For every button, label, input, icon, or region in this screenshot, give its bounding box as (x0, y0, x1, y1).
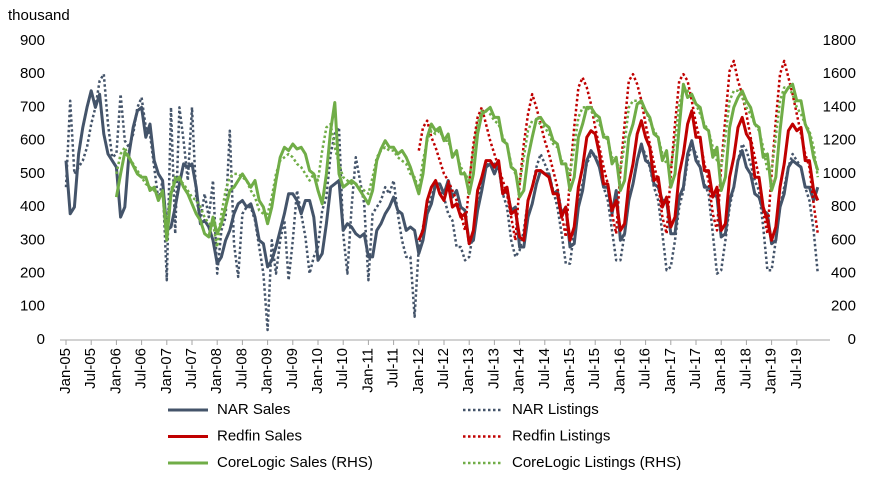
x-tick-label: Jan-19 (763, 348, 780, 394)
x-tick-label: Jul-17 (687, 348, 704, 389)
y2-tick-label: 200 (831, 298, 856, 315)
y2-tick-label: 1200 (823, 132, 856, 149)
y-tick-label: 500 (20, 165, 45, 182)
series-line (114, 82, 820, 242)
x-tick-label: Jul-08 (233, 348, 250, 389)
y2-tick-label: 1800 (823, 32, 856, 49)
series-line (64, 72, 820, 332)
x-tick-label: Jul-16 (637, 348, 654, 389)
x-tick-label: Jan-16 (611, 348, 628, 394)
y-unit-label: thousand (8, 7, 70, 24)
x-tick-label: Jan-05 (57, 348, 74, 394)
x-tick-label: Jan-12 (410, 348, 427, 394)
series-line (115, 86, 820, 249)
x-tick-label: Jul-05 (82, 348, 99, 389)
legend-label: Redfin Sales (217, 427, 302, 444)
y2-tick-label: 0 (848, 331, 856, 348)
y-tick-label: 800 (20, 65, 45, 82)
x-tick-label: Jan-10 (309, 348, 326, 394)
legend-label: Redfin Listings (512, 427, 610, 444)
y2-tick-label: 800 (831, 198, 856, 215)
x-tick-label: Jan-08 (208, 348, 225, 394)
y2-tick-label: 600 (831, 231, 856, 248)
x-tick-label: Jul-11 (385, 348, 402, 388)
series-line (417, 59, 820, 242)
x-tick-label: Jan-14 (511, 348, 528, 394)
legend-label: NAR Sales (217, 401, 290, 418)
y-tick-label: 300 (20, 231, 45, 248)
x-tick-label: Jul-19 (788, 348, 805, 389)
x-tick-label: Jan-13 (460, 348, 477, 394)
x-tick-label: Jan-11 (359, 348, 376, 393)
x-tick-label: Jul-15 (586, 348, 603, 389)
y-tick-label: 400 (20, 198, 45, 215)
x-tick-label: Jan-07 (158, 348, 175, 394)
y-tick-label: 0 (37, 331, 45, 348)
y2-tick-label: 1600 (823, 65, 856, 82)
y2-tick-label: 400 (831, 265, 856, 282)
x-tick-label: Jul-12 (435, 348, 452, 389)
x-tick-label: Jul-06 (133, 348, 150, 389)
x-tick-label: Jul-14 (536, 348, 553, 389)
x-tick-label: Jul-09 (284, 348, 301, 389)
x-tick-label: Jan-06 (107, 348, 124, 394)
y-tick-label: 700 (20, 98, 45, 115)
y-tick-label: 900 (20, 32, 45, 49)
x-tick-label: Jan-09 (259, 348, 276, 394)
y2-tick-label: 1000 (823, 165, 856, 182)
legend-label: NAR Listings (512, 401, 599, 418)
legend-label: CoreLogic Sales (RHS) (217, 454, 373, 471)
x-tick-label: Jan-17 (662, 348, 679, 394)
y2-tick-label: 1400 (823, 98, 856, 115)
legend-label: CoreLogic Listings (RHS) (512, 454, 681, 471)
x-tick-label: Jul-07 (183, 348, 200, 389)
series-line (64, 89, 820, 269)
x-tick-label: Jan-15 (561, 348, 578, 394)
y-tick-label: 200 (20, 265, 45, 282)
y-tick-label: 600 (20, 132, 45, 149)
x-tick-label: Jul-13 (485, 348, 502, 389)
x-tick-label: Jul-18 (737, 348, 754, 389)
series-line (417, 109, 820, 246)
x-tick-label: Jul-10 (334, 348, 351, 389)
y-tick-label: 100 (20, 298, 45, 315)
x-tick-label: Jan-18 (712, 348, 729, 394)
